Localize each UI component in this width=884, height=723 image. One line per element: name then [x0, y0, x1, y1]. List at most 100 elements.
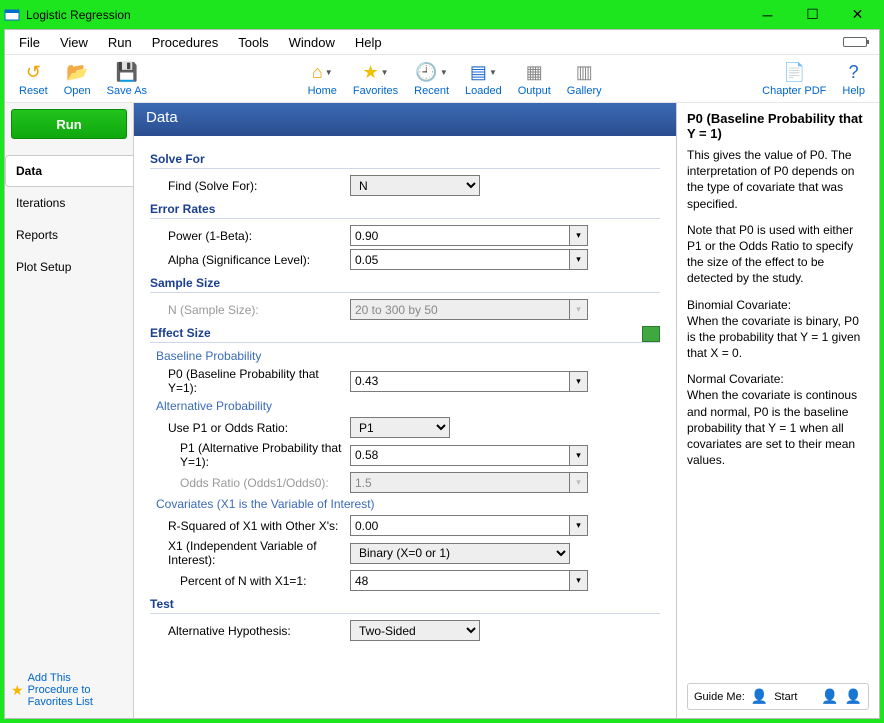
person-plus-icon[interactable]: 👤 [821, 688, 838, 705]
toolbar: ↺Reset📂Open💾Save As ⌂▼Home★▼Favorites🕘▼R… [5, 55, 879, 103]
find-label: Find (Solve For): [150, 179, 350, 193]
use-p1-select[interactable]: P1 [350, 417, 450, 438]
star-icon: ★ [11, 682, 24, 699]
odds-ratio-label: Odds Ratio (Odds1/Odds0): [150, 476, 350, 490]
favorites-icon: ★▼ [363, 61, 389, 85]
form: Solve For Find (Solve For): N Error Rate… [134, 136, 676, 654]
run-button[interactable]: Run [11, 109, 127, 139]
open-icon: 📂 [66, 61, 88, 85]
n-label: N (Sample Size): [150, 303, 350, 317]
alpha-dropdown[interactable]: ▾ [570, 249, 588, 270]
pct-input[interactable] [350, 570, 570, 591]
pct-label: Percent of N with X1=1: [150, 574, 350, 588]
menu-bar: File View Run Procedures Tools Window He… [5, 30, 879, 55]
toolbar-help[interactable]: ?Help [834, 59, 873, 99]
toolbar-output[interactable]: ▦Output [510, 59, 559, 99]
use-p1-label: Use P1 or Odds Ratio: [150, 421, 350, 435]
tab-iterations[interactable]: Iterations [5, 187, 133, 219]
home-icon: ⌂▼ [312, 61, 333, 85]
n-input [350, 299, 570, 320]
window-title: Logistic Regression [26, 8, 131, 22]
help-p1: This gives the value of P0. The interpre… [687, 147, 869, 212]
toolbar-recent[interactable]: 🕘▼Recent [406, 59, 457, 99]
saveas-icon: 💾 [116, 61, 138, 85]
chapterpdf-icon: 📄 [783, 61, 805, 85]
toolbar-favorites[interactable]: ★▼Favorites [345, 59, 406, 99]
section-test: Test [150, 597, 660, 614]
section-sample-size: Sample Size [150, 276, 660, 293]
odds-ratio-input [350, 472, 570, 493]
maximize-button[interactable]: ☐ [790, 0, 835, 29]
person-icon: 👤 [751, 688, 768, 705]
toolbar-chapterpdf[interactable]: 📄Chapter PDF [754, 59, 834, 99]
add-favorites-link[interactable]: ★ Add ThisProcedure toFavorites List [5, 662, 133, 718]
menu-file[interactable]: File [9, 33, 50, 52]
althyp-label: Alternative Hypothesis: [150, 624, 350, 638]
effect-size-toggle-icon[interactable] [642, 326, 660, 342]
toolbar-saveas[interactable]: 💾Save As [99, 59, 155, 99]
toolbar-home[interactable]: ⌂▼Home [300, 59, 345, 99]
tab-plot-setup[interactable]: Plot Setup [5, 251, 133, 283]
menu-run[interactable]: Run [98, 33, 142, 52]
tab-data[interactable]: Data [5, 155, 134, 187]
p1-dropdown[interactable]: ▾ [570, 445, 588, 466]
reset-icon: ↺ [26, 61, 41, 85]
r2-label: R-Squared of X1 with Other X's: [150, 519, 350, 533]
alpha-input[interactable] [350, 249, 570, 270]
person-minus-icon[interactable]: 👤 [845, 688, 862, 705]
menu-window[interactable]: Window [279, 33, 345, 52]
guide-me-bar: Guide Me: 👤 Start 👤 👤 [687, 683, 869, 710]
help-p3: Binomial Covariate:When the covariate is… [687, 297, 869, 362]
help-title: P0 (Baseline Probability that Y = 1) [687, 111, 869, 141]
alpha-label: Alpha (Significance Level): [150, 253, 350, 267]
toolbar-reset[interactable]: ↺Reset [11, 59, 56, 99]
guide-start[interactable]: Start [774, 691, 797, 703]
r2-input[interactable] [350, 515, 570, 536]
p1-input[interactable] [350, 445, 570, 466]
odds-ratio-dropdown: ▾ [570, 472, 588, 493]
toolbar-open[interactable]: 📂Open [56, 59, 99, 99]
sub-alternative: Alternative Probability [156, 399, 660, 413]
app-icon [4, 7, 20, 23]
section-effect-size: Effect Size [150, 326, 660, 343]
title-bar: Logistic Regression ─ ☐ ✕ [0, 0, 884, 29]
battery-icon [843, 37, 867, 47]
close-button[interactable]: ✕ [835, 0, 880, 29]
help-p5: Normal Covariate:When the covariate is c… [687, 371, 869, 468]
pct-dropdown[interactable]: ▾ [570, 570, 588, 591]
menu-help[interactable]: Help [345, 33, 392, 52]
sub-covariates: Covariates (X1 is the Variable of Intere… [156, 497, 660, 511]
panel-header: Data [134, 103, 676, 136]
x1-select[interactable]: Binary (X=0 or 1) [350, 543, 570, 564]
menu-procedures[interactable]: Procedures [142, 33, 228, 52]
x1-label: X1 (Independent Variable of Interest): [150, 539, 350, 567]
power-label: Power (1-Beta): [150, 229, 350, 243]
p0-dropdown[interactable]: ▾ [570, 371, 588, 392]
menu-tools[interactable]: Tools [228, 33, 278, 52]
p0-label: P0 (Baseline Probability that Y=1): [150, 367, 350, 395]
find-select[interactable]: N [350, 175, 480, 196]
toolbar-gallery[interactable]: ▥Gallery [559, 59, 610, 99]
sub-baseline: Baseline Probability [156, 349, 660, 363]
loaded-icon: ▤▼ [470, 61, 497, 85]
althyp-select[interactable]: Two-Sided [350, 620, 480, 641]
r2-dropdown[interactable]: ▾ [570, 515, 588, 536]
p1-label: P1 (Alternative Probability that Y=1): [150, 441, 350, 469]
menu-view[interactable]: View [50, 33, 98, 52]
power-input[interactable] [350, 225, 570, 246]
center-panel: Data Solve For Find (Solve For): N Error… [133, 103, 676, 718]
toolbar-loaded[interactable]: ▤▼Loaded [457, 59, 510, 99]
tab-reports[interactable]: Reports [5, 219, 133, 251]
guide-me-label: Guide Me: [694, 691, 745, 703]
n-dropdown: ▾ [570, 299, 588, 320]
gallery-icon: ▥ [576, 61, 593, 85]
power-dropdown[interactable]: ▾ [570, 225, 588, 246]
p0-input[interactable] [350, 371, 570, 392]
help-p2: Note that P0 is used with either P1 or t… [687, 222, 869, 287]
help-icon: ? [849, 61, 859, 85]
output-icon: ▦ [526, 61, 543, 85]
minimize-button[interactable]: ─ [745, 0, 790, 29]
left-column: Run Data Iterations Reports Plot Setup ★… [5, 103, 133, 718]
help-panel: P0 (Baseline Probability that Y = 1) Thi… [676, 103, 879, 718]
section-error-rates: Error Rates [150, 202, 660, 219]
